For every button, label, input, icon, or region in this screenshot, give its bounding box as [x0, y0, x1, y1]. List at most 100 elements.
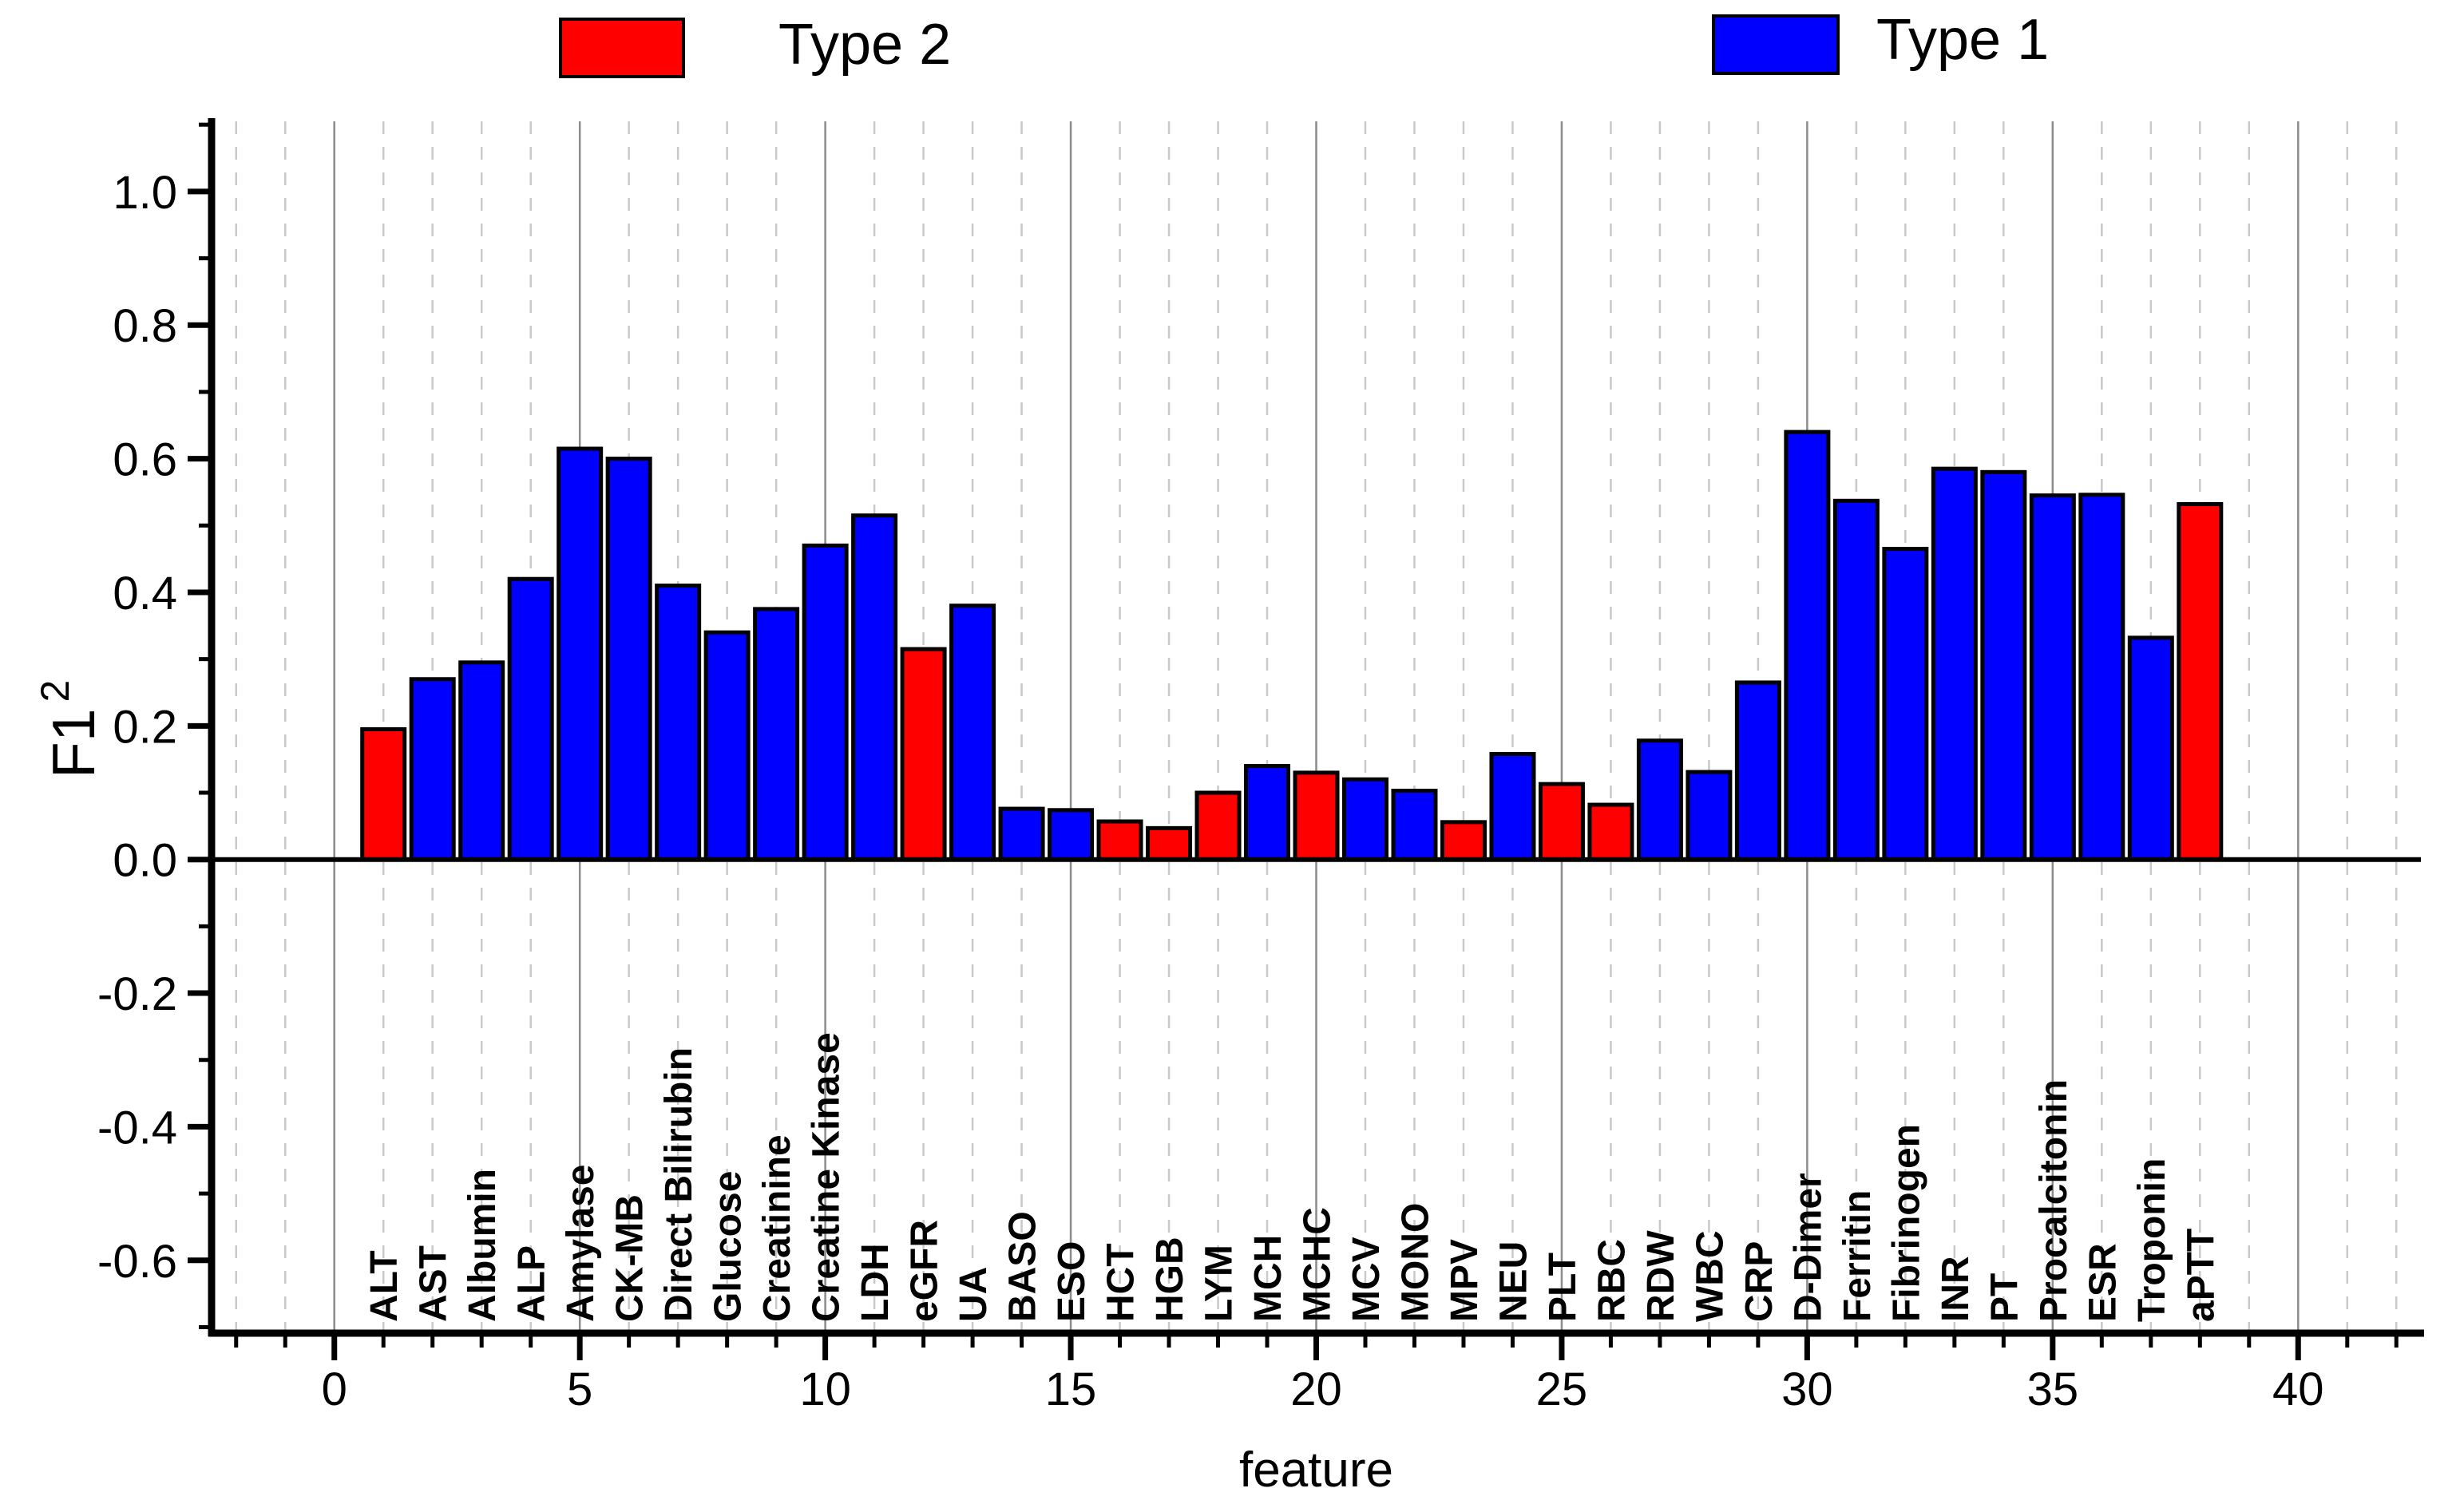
bar-esr [2078, 493, 2125, 862]
bar-rdw [1636, 738, 1683, 862]
bar-alp [507, 576, 554, 862]
bar-mpv [1440, 820, 1487, 862]
legend-label-type1: Type 1 [1876, 8, 2050, 72]
x-tick-label: 5 [567, 1363, 592, 1415]
feature-label-aptt: aPTT [2180, 1229, 2222, 1322]
x-tick-label: 35 [2027, 1363, 2079, 1415]
bar-d-dimer [1784, 429, 1831, 862]
feature-label-albumin: Albumin [462, 1169, 504, 1322]
bar-troponin [2127, 635, 2174, 862]
bar-ast [409, 677, 456, 862]
bar-aptt [2177, 502, 2224, 862]
bar-albumin [458, 660, 505, 862]
feature-label-lym: LYM [1198, 1245, 1241, 1322]
feature-label-eso: ESO [1051, 1241, 1093, 1322]
bar-ferritin [1832, 498, 1880, 862]
bar-neu [1489, 751, 1536, 862]
bar-glucose [703, 630, 751, 862]
feature-label-alp: ALP [511, 1245, 553, 1322]
feature-label-creatine-kinase: Creatine Kinase [806, 1032, 848, 1322]
bar-lym [1194, 790, 1242, 862]
feature-label-d-dimer: D-Dimer [1787, 1173, 1829, 1322]
feature-label-ferritin: Ferritin [1836, 1190, 1879, 1322]
y-tick-label: 0.2 [113, 701, 177, 753]
x-tick-label: 30 [1781, 1363, 1833, 1415]
y-tick-label: 0.0 [113, 835, 177, 887]
bar-amylase [557, 446, 604, 862]
legend-label-type2: Type 2 [778, 13, 952, 77]
bar-ua [949, 604, 996, 862]
bar-inr [1931, 466, 1978, 862]
x-tick-label: 25 [1536, 1363, 1588, 1415]
bar-mch [1244, 764, 1291, 862]
bar-hct [1096, 819, 1143, 862]
feature-label-procalcitonin: Procalcitonin [2033, 1079, 2075, 1322]
feature-label-ast: AST [413, 1245, 455, 1322]
feature-label-wbc: WBC [1689, 1230, 1731, 1322]
bar-wbc [1686, 770, 1733, 862]
bar-baso [998, 806, 1045, 862]
feature-label-mch: MCH [1247, 1235, 1289, 1322]
bar-plt [1538, 782, 1585, 862]
feature-label-ck-mb: CK-MB [609, 1194, 652, 1322]
feature-label-troponin: Troponin [2131, 1158, 2173, 1322]
feature-label-ua: UA [953, 1267, 995, 1322]
bar-mono [1391, 788, 1438, 862]
y-tick-label: -0.2 [97, 968, 177, 1020]
y-tick-label: 1.0 [113, 167, 177, 219]
x-tick-label: 10 [799, 1363, 851, 1415]
bar-alt [360, 727, 407, 862]
feature-label-baso: BASO [1002, 1211, 1044, 1322]
feature-label-creatinine: Creatinine [756, 1134, 798, 1322]
bar-egfr [900, 647, 947, 862]
feature-label-amylase: Amylase [560, 1165, 602, 1322]
bar-mchc [1293, 770, 1340, 862]
bar-mcv [1341, 777, 1388, 862]
feature-label-pt: PT [1983, 1273, 2026, 1322]
feature-label-egfr: eGFR [904, 1220, 946, 1322]
feature-label-rbc: RBC [1591, 1239, 1633, 1322]
bar-ldh [851, 513, 898, 862]
feature-label-esr: ESR [2082, 1243, 2124, 1322]
feature-label-mchc: MCHC [1297, 1207, 1339, 1322]
bar-creatine-kinase [802, 543, 849, 862]
feature-label-hgb: HGB [1149, 1237, 1191, 1322]
feature-label-plt: PLT [1542, 1253, 1584, 1322]
feature-label-fibrinogen: Fibrinogen [1885, 1124, 1927, 1322]
feature-label-neu: NEU [1492, 1241, 1535, 1322]
x-axis-title: feature [1239, 1443, 1393, 1498]
bar-direct-bilirubin [655, 584, 702, 862]
x-tick-label: 40 [2272, 1363, 2324, 1415]
y-tick-label: -0.6 [97, 1236, 177, 1288]
feature-label-ldh: LDH [854, 1243, 897, 1322]
bar-eso [1048, 808, 1095, 862]
bar-creatinine [753, 607, 800, 862]
x-tick-label: 0 [322, 1363, 347, 1415]
x-tick-label: 15 [1045, 1363, 1097, 1415]
feature-label-glucose: Glucose [707, 1171, 750, 1322]
legend-swatch-type2 [559, 18, 685, 78]
y-tick-label: 0.4 [113, 568, 177, 619]
bar-ck-mb [605, 457, 652, 862]
feature-label-mpv: MPV [1444, 1239, 1486, 1322]
bar-fibrinogen [1882, 547, 1929, 862]
bar-rbc [1587, 802, 1634, 862]
bar-procalcitonin [2029, 493, 2076, 862]
y-tick-label: 0.8 [113, 300, 177, 352]
bar-crp [1734, 680, 1781, 862]
bar-pt [1980, 469, 2027, 862]
feature-label-hct: HCT [1100, 1243, 1143, 1322]
x-tick-label: 20 [1290, 1363, 1342, 1415]
y-tick-label: -0.4 [97, 1102, 177, 1154]
feature-label-alt: ALT [363, 1250, 406, 1322]
y-axis-title: F12 [33, 680, 107, 778]
feature-label-direct-bilirubin: Direct Bilirubin [658, 1047, 700, 1322]
feature-label-crp: CRP [1738, 1241, 1781, 1322]
bar-hgb [1146, 825, 1193, 862]
feature-label-inr: INR [1935, 1256, 1977, 1322]
y-tick-label: 0.6 [113, 434, 177, 486]
feature-label-mcv: MCV [1345, 1237, 1388, 1322]
feature-label-rdw: RDW [1640, 1230, 1682, 1322]
